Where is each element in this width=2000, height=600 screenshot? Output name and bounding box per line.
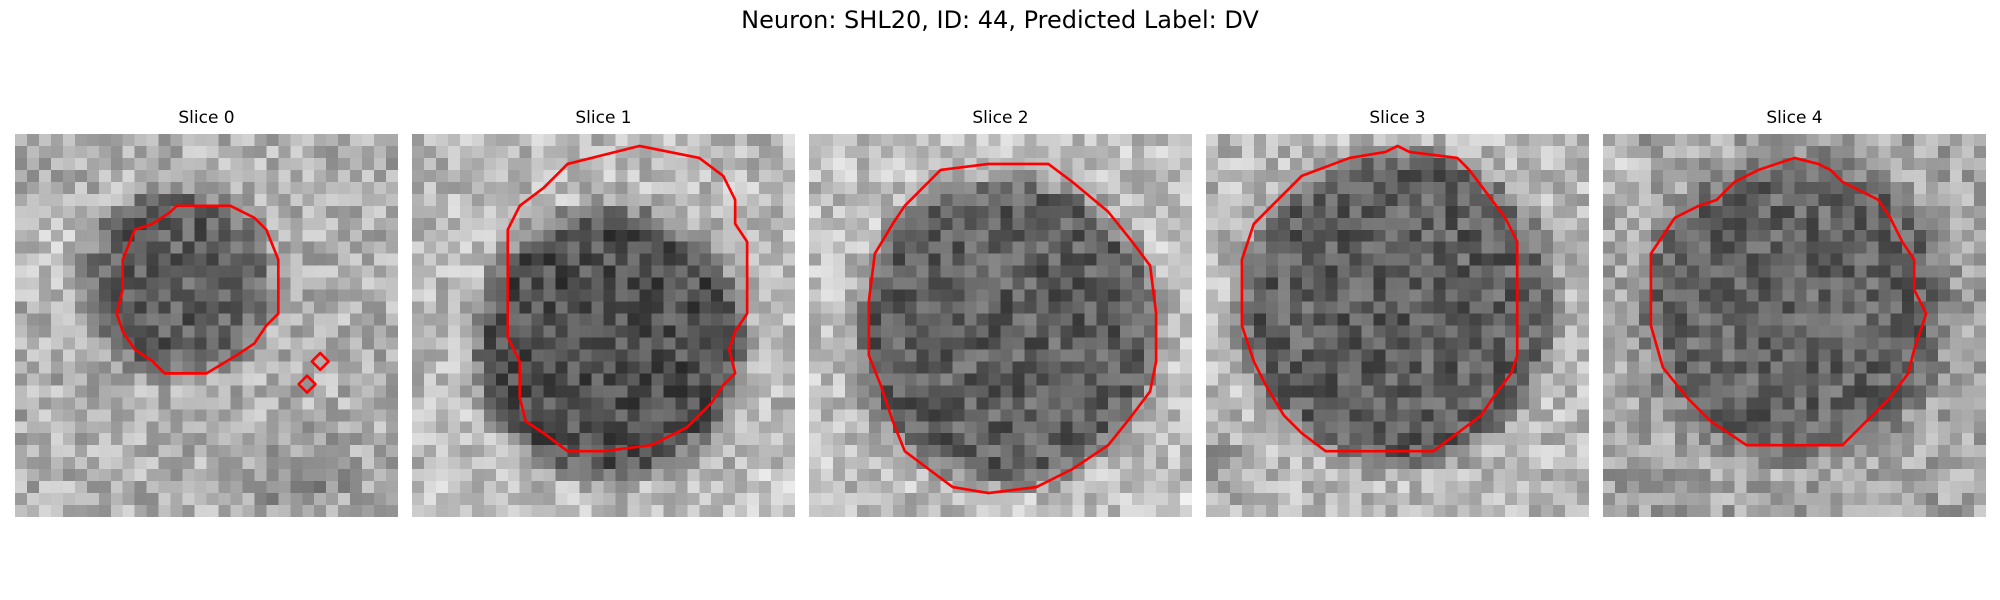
roi-contour-line xyxy=(1649,156,1928,447)
slice-title-3: Slice 3 xyxy=(1369,108,1426,128)
slice-title-2: Slice 2 xyxy=(972,108,1029,128)
slice-image-0 xyxy=(15,134,398,517)
roi-small-contour xyxy=(310,351,330,372)
slice-image-3 xyxy=(1206,134,1589,517)
roi-contour-2 xyxy=(867,162,1158,495)
microscopy-pixels-0 xyxy=(15,134,398,517)
slice-title-0: Slice 0 xyxy=(178,108,235,128)
slice-title-1: Slice 1 xyxy=(575,108,632,128)
figure-title: Neuron: SHL20, ID: 44, Predicted Label: … xyxy=(741,6,1259,34)
roi-contour-0 xyxy=(115,204,330,394)
microscopy-pixels-2 xyxy=(809,134,1192,517)
slice-image-2 xyxy=(809,134,1192,517)
slice-image-1 xyxy=(412,134,795,517)
slice-title-4: Slice 4 xyxy=(1766,108,1823,128)
roi-contour-line xyxy=(1240,144,1519,453)
roi-contour-line xyxy=(506,144,749,453)
microscopy-pixels-1 xyxy=(412,134,795,517)
roi-small-contour xyxy=(297,374,317,394)
roi-contour-line xyxy=(867,162,1158,495)
microscopy-pixels-3 xyxy=(1206,134,1589,517)
roi-contour-3 xyxy=(1240,144,1519,453)
roi-contour-1 xyxy=(506,144,749,453)
roi-contour-line xyxy=(115,204,280,375)
roi-contour-4 xyxy=(1649,156,1928,447)
microscopy-pixels-4 xyxy=(1603,134,1986,517)
slice-image-4 xyxy=(1603,134,1986,517)
